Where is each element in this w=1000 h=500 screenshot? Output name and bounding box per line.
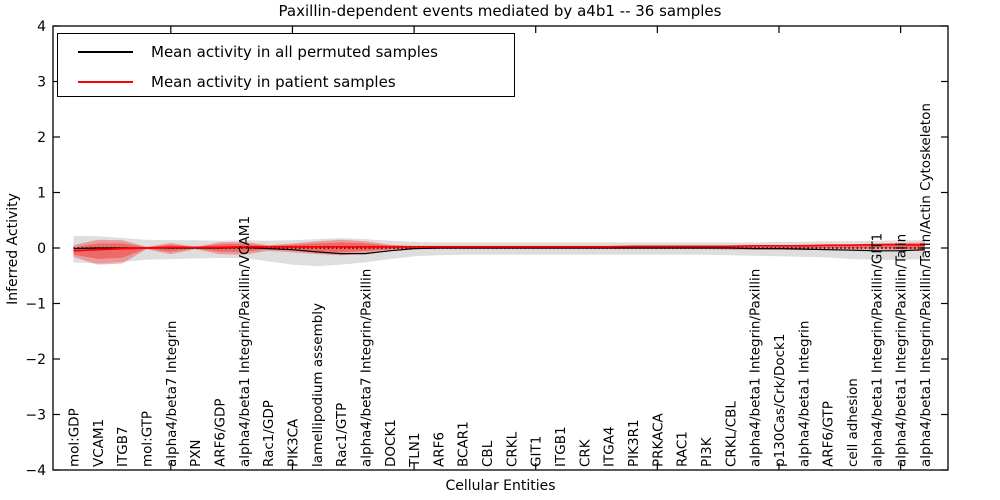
x-tick-label: TLN1: [407, 433, 423, 468]
x-tick-label: alpha4/beta1 Integrin/Paxillin: [748, 269, 764, 467]
y-tick-label: −2: [25, 352, 46, 368]
x-tick-label: PIK3CA: [285, 418, 301, 467]
legend-label-patient: Mean activity in patient samples: [151, 73, 396, 91]
plot-border: [52, 25, 949, 471]
y-tick-label: −4: [25, 463, 46, 479]
x-tick-label: alpha4/beta1 Integrin/Paxillin/Talin/Act…: [918, 103, 934, 467]
x-tick-label: alpha4/beta1 Integrin: [796, 321, 812, 467]
legend-item-permuted: Mean activity in all permuted samples: [58, 37, 514, 67]
x-tick-label: mol:GDP: [67, 408, 83, 467]
legend-item-patient: Mean activity in patient samples: [58, 67, 514, 97]
x-tick-label: lamellipodium assembly: [310, 303, 326, 467]
x-tick-label: ARF6/GDP: [212, 398, 228, 467]
chart-title: Paxillin-dependent events mediated by a4…: [278, 2, 722, 20]
x-tick-label: cell adhesion: [845, 378, 861, 467]
x-tick-label: PRKACA: [650, 412, 666, 467]
x-tick-label: PI3K: [699, 436, 715, 467]
x-tick-label: BCAR1: [456, 421, 472, 467]
x-tick-label: PXN: [188, 440, 204, 468]
legend-label-permuted: Mean activity in all permuted samples: [151, 43, 438, 61]
x-tick-label: RAC1: [675, 431, 691, 467]
x-tick-label: CRK: [577, 438, 593, 467]
x-tick-label: DOCK1: [383, 419, 399, 467]
x-tick-label: CBL: [480, 440, 496, 467]
y-tick-label: 4: [37, 19, 46, 35]
legend-line-patient-icon: [78, 81, 133, 83]
y-tick-label: 0: [37, 241, 46, 257]
x-tick-label: CRKL: [504, 431, 520, 467]
x-tick-label: ITGB7: [115, 426, 131, 467]
x-tick-label: ITGA4: [602, 426, 618, 467]
x-tick-label: GIT1: [529, 436, 545, 467]
x-tick-label: ARF6: [431, 432, 447, 467]
x-tick-label: mol:GTP: [139, 411, 155, 467]
x-tick-label: ARF6/GTP: [821, 401, 837, 467]
x-tick-label: alpha4/beta7 Integrin/Paxillin: [358, 269, 374, 467]
y-tick-label: 1: [37, 186, 46, 202]
legend-line-permuted-icon: [78, 51, 133, 53]
x-tick-label: alpha4/beta1 Integrin/Paxillin/VCAM1: [237, 216, 253, 467]
patient-mean-line: [73, 243, 925, 252]
permuted-band: [73, 235, 925, 267]
x-tick-label: VCAM1: [91, 419, 107, 467]
x-tick-label: p130Cas/Crk/Dock1: [772, 334, 788, 467]
x-axis-label: Cellular Entities: [445, 478, 556, 494]
y-tick-label: −1: [25, 297, 46, 313]
y-tick-label: 2: [37, 130, 46, 146]
y-tick-label: −3: [25, 408, 46, 424]
x-tick-label: ITGB1: [553, 426, 569, 467]
y-tick-label: 3: [37, 75, 46, 91]
x-tick-label: PIK3R1: [626, 419, 642, 467]
x-tick-label: CRKL/CBL: [723, 401, 739, 467]
x-tick-label: alpha4/beta7 Integrin: [164, 321, 180, 467]
x-tick-label: alpha4/beta1 Integrin/Paxillin/GIT1: [869, 233, 885, 467]
legend: Mean activity in all permuted samples Me…: [57, 33, 515, 97]
x-tick-label: alpha4/beta1 Integrin/Paxillin/Talin: [894, 234, 910, 467]
x-tick-label: Rac1/GDP: [261, 400, 277, 467]
x-tick-label: Rac1/GTP: [334, 403, 350, 467]
